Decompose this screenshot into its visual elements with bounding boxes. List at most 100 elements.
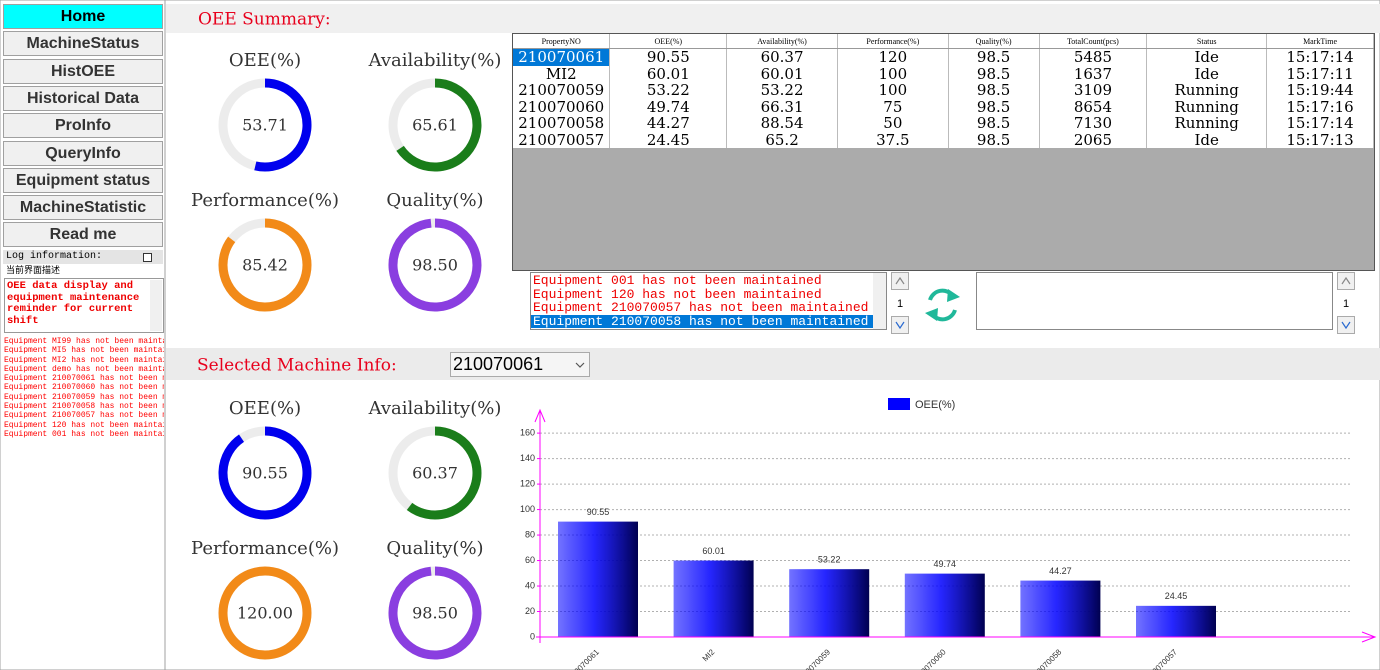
alert-item[interactable]: Equipment 210070058 has not been maintai… [531,315,886,329]
page-up-button[interactable] [891,272,909,290]
log-description-box: OEE data display and equipment maintenan… [4,278,164,333]
nav-item[interactable]: HistOEE [3,58,163,84]
table-cell: 2065 [1039,131,1148,148]
machine-dropdown[interactable]: 210070061 [450,352,590,377]
table-cell: 15:19:44 [1266,82,1374,99]
table-cell: 8654 [1039,98,1148,115]
value-label: 49.74 [934,559,957,569]
nav-menu: Home MachineStatus HistOEE Historical Data P… [0,4,165,249]
table-cell: 210070060 [513,98,611,115]
gauge-arc [218,566,312,660]
notes-box[interactable] [976,272,1333,330]
column-header: OEE(%) [609,34,728,49]
dropdown-arrow [575,362,585,368]
gauge-arc [218,426,312,520]
nav-item[interactable]: Home [3,4,163,29]
notes-down-button[interactable] [1337,316,1355,334]
log-description: OEE data display and equipment maintenan… [7,280,140,327]
alert-scrollbar[interactable] [873,273,886,329]
scrollbar[interactable] [150,280,162,331]
y-tick-label: 140 [520,453,535,463]
gauge-value: 53.71 [242,116,288,135]
gauge-arc [388,566,482,660]
chevron-line [895,321,905,330]
notes-page: 1 [1342,298,1350,310]
table-cell: 24.45 [609,131,728,148]
y-axis-arrow [534,408,546,423]
gauge-arc [388,218,482,312]
log-entry: Equipment 210070058 has not been maintai… [4,402,164,412]
nav-item[interactable]: Historical Data [3,85,163,111]
refresh-icon[interactable] [925,288,960,322]
gauge-arc [396,78,482,172]
gauge-value: 98.50 [412,604,458,623]
table-row[interactable]: 210070058 44.27 88.54 50 98.5 7130 Running 15:1… [513,115,1374,132]
table-cell: 210070061 [513,48,611,66]
log-checkbox[interactable] [143,253,152,262]
table-cell: 66.31 [726,98,838,115]
log-entry: Equipment demo has not been maintained [4,364,164,374]
log-subtitle: 当前界面描述 [6,265,61,275]
column-header: PropertyNO [513,34,611,49]
table-row[interactable]: MI2 60.01 60.01 100 98.5 1637 Ide 15:17:11 [513,65,1374,82]
gauge-arc [254,78,312,172]
table-row[interactable]: 210070057 24.45 65.2 37.5 98.5 2065 Ide 15:17:1… [513,131,1374,148]
nav-item[interactable]: MachineStatus [3,31,163,57]
alert-item[interactable]: Equipment 210070057 has not been maintai… [533,300,869,316]
gauge-value: 90.55 [242,464,288,483]
table-cell: 75 [837,98,949,115]
alert-item[interactable]: Equipment 001 has not been maintained [533,273,822,288]
y-tick-label: 0 [530,631,535,641]
chevron [895,321,905,330]
nav-item[interactable]: Equipment status [3,167,163,193]
gauge-label: Quality(%) [386,538,483,559]
table-cell: 49.74 [609,98,728,115]
gauge-label: Performance(%) [191,190,339,211]
y-tick-label: 120 [520,478,535,488]
table-cell: 15:17:11 [1266,65,1374,82]
column-header: Status [1146,34,1268,49]
log-entry: Equipment MI2 has not been maintained [4,355,164,365]
value-label: 24.45 [1165,591,1188,601]
gauge-arc [406,426,482,520]
y-tick-label: 20 [525,606,535,616]
nav-item[interactable]: MachineStatistic [3,195,163,221]
chevron-line [895,276,905,285]
column-header: Availability(%) [726,34,838,49]
table-cell: 15:17:14 [1266,115,1374,132]
y-tick-label: 60 [525,555,535,565]
table-cell: 120 [837,48,949,66]
column-header: TotalCount(pcs) [1039,34,1148,49]
bar [789,569,870,637]
chevron [1341,321,1351,330]
data-grid: PropertyNO OEE(%) Availability(%) Performan… [512,33,1375,271]
table-cell: 90.55 [609,48,728,66]
table-cell: Ide [1146,65,1268,82]
table-row[interactable]: 210070061 90.55 60.37 120 98.5 5485 Ide 15:17:1… [513,48,1374,66]
table-cell: 98.5 [948,115,1040,132]
table-body: 210070061 90.55 60.37 120 98.5 5485 Ide 15:17:1… [513,48,1374,148]
page-down-button[interactable] [891,316,909,334]
y-tick-label: 100 [520,504,535,514]
table-cell: 53.22 [609,82,728,99]
log-entries: Equipment MI99 has not been maintainedEq… [4,337,164,447]
log-entry: Equipment MI5 has not been maintained [4,346,164,356]
y-tick-label: 40 [525,580,535,590]
column-header: Performance(%) [837,34,949,49]
value-label: 44.27 [1049,566,1072,576]
gauge-label: OEE(%) [229,398,301,419]
bar [1136,605,1216,637]
gauge-value: 65.61 [412,116,458,135]
table-cell: 7130 [1039,115,1148,132]
table-cell: 44.27 [609,115,728,132]
table-row[interactable]: 210070059 53.22 53.22 100 98.5 3109 Running 15:… [513,82,1374,99]
nav-item[interactable]: QueryInfo [3,140,163,166]
nav-item[interactable]: Read me [3,222,163,248]
chevron-line [1341,276,1351,285]
nav-item[interactable]: ProInfo [3,113,163,139]
alert-item[interactable]: Equipment 120 has not been maintained [533,286,822,302]
notes-up-button[interactable] [1337,272,1355,290]
table-row[interactable]: 210070060 49.74 66.31 75 98.5 8654 Running 15:1… [513,98,1374,115]
gauge-label: Quality(%) [386,190,483,211]
